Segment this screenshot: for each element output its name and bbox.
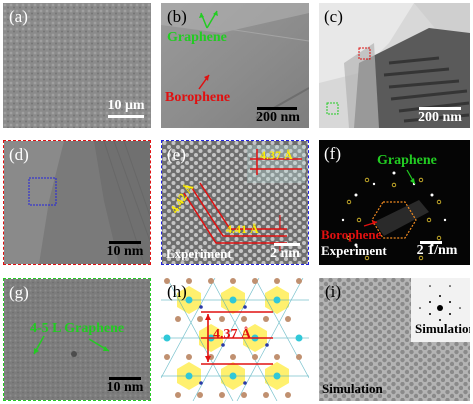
panel-a-label: (a)	[9, 7, 28, 26]
panel-d-scale-label: 10 nm	[106, 244, 144, 259]
panel-f-graphene-label: Graphene	[377, 153, 437, 168]
panel-h-label: (h)	[167, 282, 187, 301]
panel-g-scalebar	[109, 377, 141, 380]
panel-a: (a) 10 μm	[3, 3, 151, 128]
panel-c: (c) 200 nm	[319, 3, 470, 128]
panel-b-scalebar	[257, 107, 297, 110]
panel-d: (d) 10 nm	[3, 140, 151, 265]
panel-d-label: (d)	[9, 145, 29, 164]
panel-f: (f) Graphene Borophene Experiment 2 1/nm	[319, 140, 470, 265]
panel-f-caption: Experiment	[321, 243, 387, 258]
panel-f-scale-label: 2 1/nm	[416, 243, 458, 258]
panel-h-d1-label: 4.37 Å	[213, 327, 252, 342]
panel-d-image	[4, 141, 150, 264]
panel-e-scalebar	[274, 243, 300, 246]
panel-e-d1-label: 4.37 Å	[260, 148, 293, 162]
panel-f-borophene-label: Borophene	[321, 227, 382, 242]
panel-c-scale-label: 200 nm	[418, 110, 462, 125]
panel-b-scale-label: 200 nm	[256, 110, 300, 125]
panel-c-scalebar	[419, 107, 461, 110]
panel-f-label: (f)	[324, 144, 341, 163]
panel-e-caption: Experiment	[166, 246, 232, 261]
panel-e-d3-label: 4.41 Å	[226, 222, 259, 236]
panel-f-image	[319, 140, 470, 265]
panel-i-label: (i)	[325, 282, 342, 301]
panel-a-scale-label: 10 μm	[107, 98, 145, 113]
panel-f-scalebar	[420, 241, 442, 244]
panel-b-borophene-label: Borophene	[165, 90, 231, 105]
panel-g-label: (g)	[9, 283, 29, 302]
panel-c-image	[319, 3, 470, 128]
panel-a-image	[3, 3, 151, 128]
panel-g: (g) 4-5 L Graphene 10 nm	[3, 278, 151, 401]
panel-e-label: (e)	[167, 145, 186, 164]
panel-i-inset-caption: Simulation	[415, 321, 470, 336]
panel-d-scalebar	[109, 241, 141, 244]
panel-g-scale-label: 10 nm	[106, 380, 144, 395]
panel-h-image	[161, 278, 309, 401]
panel-i-caption: Simulation	[322, 381, 383, 396]
panel-a-scalebar	[108, 115, 144, 118]
panel-e-scale-label: 2 nm	[270, 246, 300, 261]
panel-e: (e) 4.37 Å 4.42 Å 4.41 Å Experiment 2 nm	[161, 140, 309, 265]
panel-g-graphene-label: 4-5 L Graphene	[30, 321, 125, 336]
panel-i-image	[319, 278, 470, 401]
panel-b-graphene-label: Graphene	[167, 30, 227, 45]
panel-b-label: (b)	[167, 7, 187, 26]
panel-b: (b) Graphene Borophene 200 nm	[161, 3, 309, 128]
panel-c-label: (c)	[324, 7, 343, 26]
panel-i: (i) Simulation Simulation	[319, 278, 470, 401]
panel-h: (h) 4.37 Å	[161, 278, 309, 401]
